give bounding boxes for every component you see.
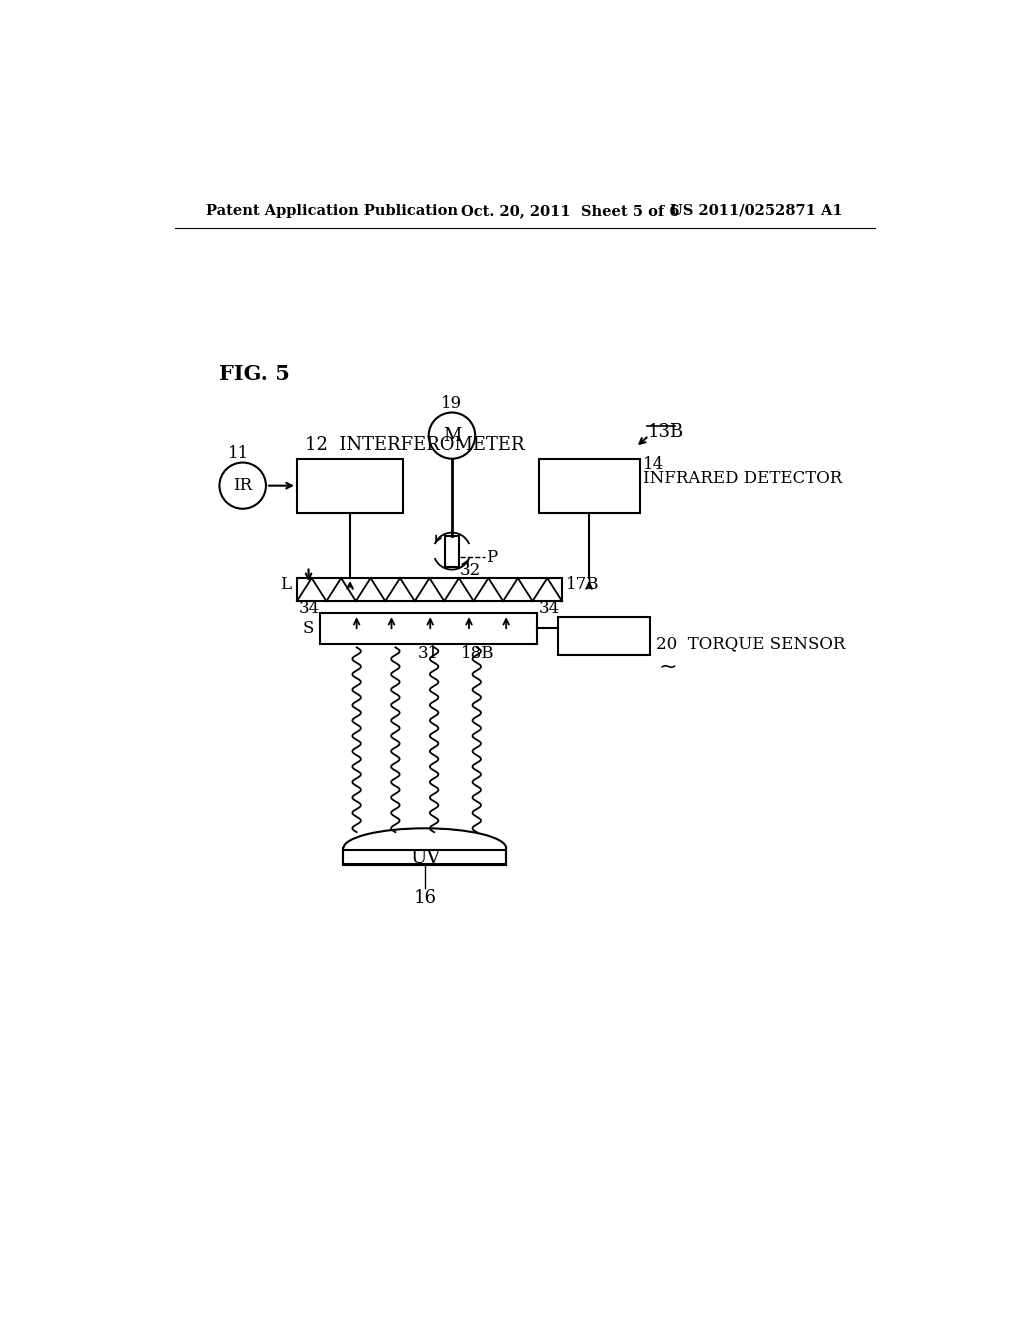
Text: FIG. 5: FIG. 5 (219, 364, 291, 384)
Text: S: S (303, 619, 314, 636)
Text: M: M (442, 426, 461, 445)
Text: INFRARED DETECTOR: INFRARED DETECTOR (643, 470, 843, 487)
Bar (343, 850, 506, 866)
Text: 12  INTERFEROMETER: 12 INTERFEROMETER (305, 436, 524, 454)
Bar (297, 459, 403, 512)
Text: Patent Application Publication: Patent Application Publication (206, 203, 458, 218)
Text: 34: 34 (299, 599, 319, 616)
Text: 20  TORQUE SENSOR: 20 TORQUE SENSOR (655, 635, 845, 652)
Text: 17B: 17B (566, 576, 599, 593)
Text: P: P (486, 549, 498, 566)
Bar (445, 536, 459, 566)
Bar (558, 616, 649, 655)
Bar (321, 612, 538, 644)
Text: 34: 34 (540, 599, 560, 616)
Text: ~: ~ (658, 656, 678, 677)
Text: L: L (280, 576, 291, 593)
Text: UV: UV (410, 849, 440, 866)
Text: 18B: 18B (461, 645, 495, 663)
Text: 13B: 13B (647, 422, 683, 441)
Text: 16: 16 (414, 888, 436, 907)
Text: 11: 11 (228, 445, 250, 462)
Text: Oct. 20, 2011  Sheet 5 of 6: Oct. 20, 2011 Sheet 5 of 6 (461, 203, 680, 218)
Text: 32: 32 (460, 562, 481, 579)
Text: IR: IR (233, 477, 252, 494)
Text: 31: 31 (418, 645, 439, 663)
Text: 19: 19 (441, 395, 463, 412)
Text: 14: 14 (643, 457, 665, 474)
Text: US 2011/0252871 A1: US 2011/0252871 A1 (671, 203, 843, 218)
Bar (539, 459, 640, 512)
